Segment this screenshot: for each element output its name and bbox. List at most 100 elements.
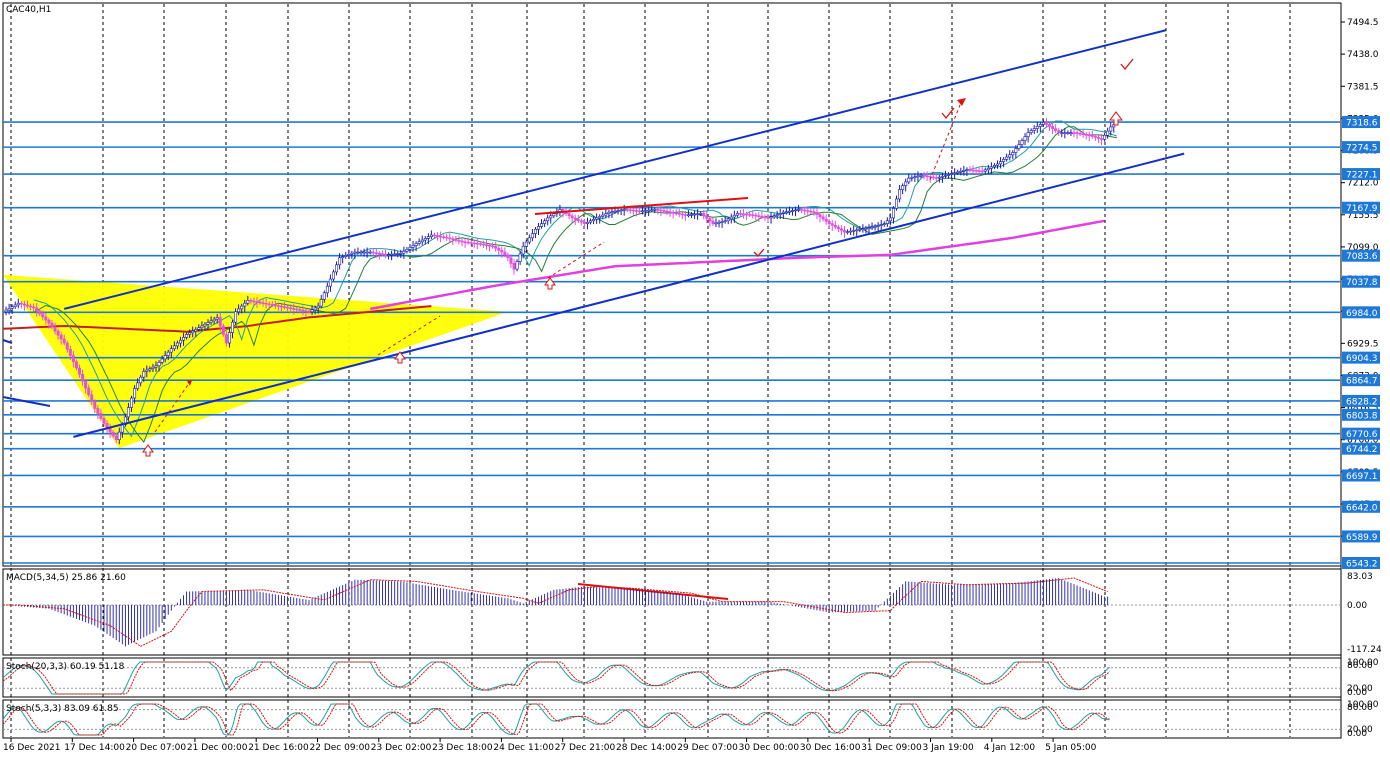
candle-body: [815, 211, 819, 215]
channel-fragment: [2, 339, 13, 344]
candle-body: [855, 229, 859, 232]
candle-body: [1023, 136, 1027, 141]
candle-body: [117, 431, 121, 441]
candle-body: [414, 243, 418, 246]
candle-body: [763, 216, 767, 219]
level-label: 6984.0: [1346, 309, 1378, 319]
candle-body: [720, 221, 724, 223]
candle-body: [491, 245, 495, 248]
candle-body: [500, 249, 504, 253]
level-label: 6828.2: [1346, 397, 1378, 407]
candle-body: [775, 214, 779, 216]
candle-body: [273, 304, 277, 307]
candle-body: [625, 209, 629, 211]
channel-lower: [73, 152, 1185, 438]
stoch2-tick-label: 0.00: [1347, 729, 1367, 739]
candle-body: [962, 170, 966, 172]
candle-body: [567, 213, 571, 217]
candle-body: [454, 239, 458, 241]
level-label-box: [1342, 500, 1380, 513]
triangle-shape: [3, 274, 508, 449]
candle-body: [937, 176, 941, 179]
stoch2-tick-label: 80.00: [1347, 703, 1373, 713]
candle-body: [536, 226, 540, 230]
level-label-box: [1342, 469, 1380, 482]
stoch1-tick-label: 100.00: [1347, 658, 1379, 668]
candle-body: [757, 215, 761, 217]
candle-body: [347, 254, 351, 256]
time-label: 27 Dec 21:00: [555, 743, 616, 753]
candle-body: [787, 210, 791, 213]
candle-body: [463, 241, 467, 244]
level-label-box: [1342, 427, 1380, 440]
up-arrow-icon: [1109, 111, 1123, 126]
candle-body: [947, 174, 951, 176]
price-tick-label: 7155.5: [1347, 211, 1379, 221]
stoch-signal-line: [2, 703, 1110, 736]
candle-body: [950, 173, 954, 175]
candle-body: [197, 327, 201, 330]
candle-body: [494, 246, 498, 249]
candle-body: [901, 185, 905, 190]
candle-body: [136, 382, 140, 389]
candle-body: [224, 334, 228, 344]
candle-body: [839, 228, 843, 231]
candle-body: [325, 285, 329, 294]
candle-body: [650, 209, 654, 212]
candle-body: [286, 306, 290, 309]
candle-body: [1103, 134, 1107, 140]
candle-body: [420, 239, 424, 243]
candle-body: [769, 216, 773, 219]
candle-body: [445, 236, 449, 239]
candle-body: [188, 332, 192, 335]
up-arrow-icon: [142, 444, 154, 457]
stoch2-tick-label: 20.00: [1347, 725, 1373, 735]
candle-body: [298, 309, 302, 311]
candle-body: [47, 319, 51, 324]
candle-body: [29, 305, 33, 308]
candle-body: [436, 235, 440, 237]
candle-body: [659, 209, 663, 212]
candle-body: [160, 358, 164, 363]
candle-body: [497, 247, 501, 251]
candle-body: [846, 231, 850, 233]
candle-body: [78, 367, 82, 375]
channel-fragment: [2, 396, 51, 407]
candle-body: [304, 310, 308, 312]
price-tick-label: 6816.5: [1347, 404, 1379, 414]
candle-body: [723, 220, 727, 223]
candle-body: [818, 214, 822, 218]
check-mark-icon: [941, 107, 955, 120]
candle-body: [1109, 126, 1113, 132]
candle-body: [745, 213, 749, 216]
level-label-box: [1342, 201, 1380, 214]
candle-body: [74, 361, 78, 369]
candle-body: [995, 163, 999, 166]
candle-body: [582, 221, 586, 224]
candle-body: [289, 307, 293, 310]
candle-body: [778, 213, 782, 215]
candle-body: [781, 211, 785, 214]
price-tick-label: 7494.5: [1347, 18, 1379, 28]
candle-body: [151, 366, 155, 369]
candle-body: [592, 219, 596, 222]
candle-body: [506, 254, 510, 259]
candle-body: [22, 303, 26, 306]
candle-body: [702, 213, 706, 217]
candle-body: [111, 431, 115, 437]
candle-body: [243, 302, 247, 307]
candle-body: [628, 209, 632, 212]
ma-fast-line: [33, 120, 1117, 438]
candle-body: [622, 209, 626, 211]
candle-body: [231, 321, 235, 333]
candle-body: [748, 214, 752, 216]
candle-body: [212, 318, 216, 322]
time-label: 4 Jan 12:00: [984, 743, 1036, 753]
candle-body: [25, 304, 29, 307]
candle-body: [680, 213, 684, 216]
level-label-box: [1342, 141, 1380, 154]
candle-body: [417, 241, 421, 244]
candle-body: [377, 252, 381, 255]
candle-body: [408, 247, 412, 250]
candle-body: [521, 246, 525, 255]
